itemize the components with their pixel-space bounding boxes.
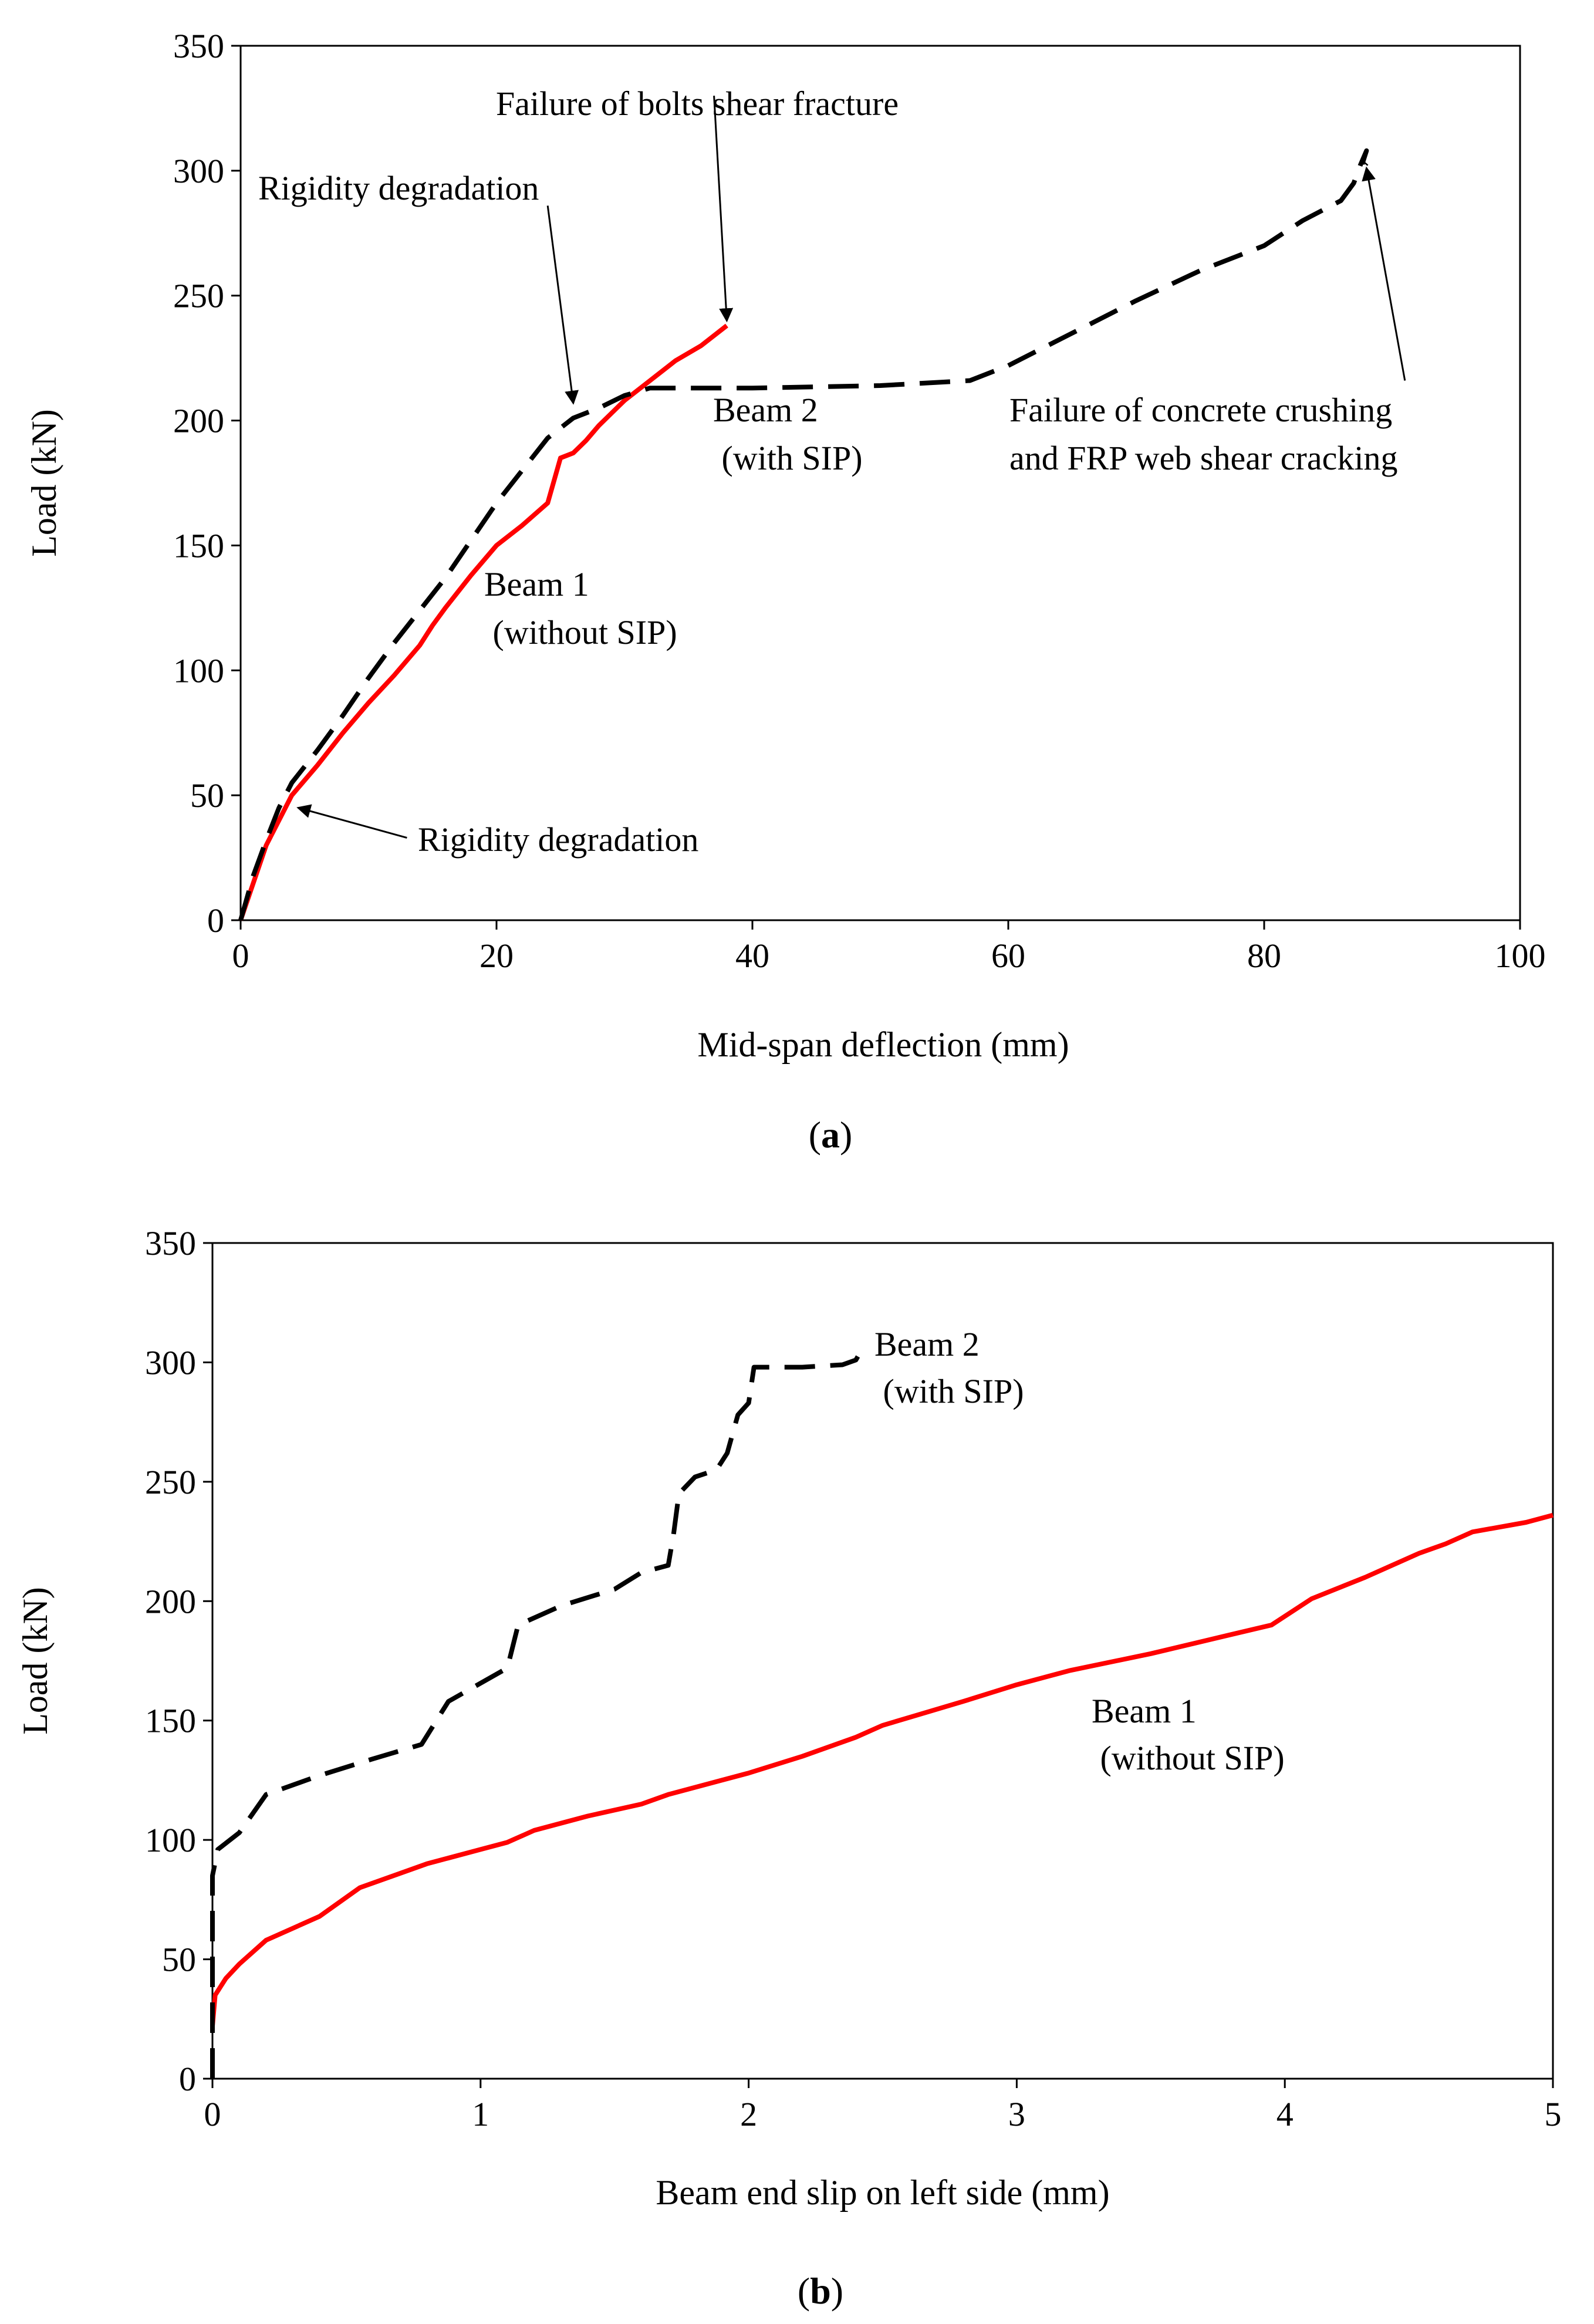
series-label: (with SIP) xyxy=(874,1372,1024,1410)
series-label: (without SIP) xyxy=(1092,1739,1285,1777)
chart-b-label-beam2: Beam 2 (with SIP) xyxy=(874,1325,1024,1410)
chart-b-y-tick-label: 150 xyxy=(145,1702,196,1740)
chart-a-annotation-rigidity-upper: Rigidity degradation xyxy=(258,169,579,405)
chart-a-annotation-rigidity-lower: Rigidity degradation xyxy=(296,804,698,859)
annotation-text: and FRP web shear cracking xyxy=(1009,439,1397,477)
chart-b-x-axis: 0 1 2 3 4 5 xyxy=(204,2079,1562,2133)
chart-a-annotation-bolts: Failure of bolts shear fracture xyxy=(496,85,899,323)
panel-b-caption: (b) xyxy=(798,2270,843,2312)
chart-a-y-tick-label: 0 xyxy=(207,901,224,940)
chart-a-x-tick-label: 60 xyxy=(991,937,1025,975)
chart-b-x-tick-label: 5 xyxy=(1545,2095,1562,2133)
chart-a-y-tick-label: 150 xyxy=(173,526,224,565)
chart-a-label-beam1: Beam 1 (without SIP) xyxy=(484,565,677,651)
svg-text:(b): (b) xyxy=(798,2270,843,2312)
chart-b-y-tick-label: 100 xyxy=(145,1821,196,1859)
chart-a-x-tick-label: 40 xyxy=(735,937,769,975)
series-label: (without SIP) xyxy=(484,613,677,651)
chart-a-series-beam1-line xyxy=(238,323,728,921)
panel-a-letter: a xyxy=(821,1114,840,1156)
annotation-text: Rigidity degradation xyxy=(258,169,539,207)
chart-b-series-beam1-line xyxy=(210,1512,1554,2026)
chart-a-annotation-concrete: Failure of concrete crushing and FRP web… xyxy=(1009,166,1406,477)
chart-b-y-tick-label: 350 xyxy=(145,1224,196,1262)
svg-text:(a): (a) xyxy=(809,1114,853,1156)
chart-a-y-tick-label: 50 xyxy=(190,776,224,815)
chart-b-x-tick-label: 3 xyxy=(1008,2095,1025,2133)
chart-b-x-tick-label: 0 xyxy=(204,2095,221,2133)
annotation-text: Failure of bolts shear fracture xyxy=(496,85,899,123)
series-label: Beam 1 xyxy=(1092,1692,1197,1730)
chart-b-y-tick-label: 50 xyxy=(162,1941,196,1979)
annotation-arrow xyxy=(546,205,579,405)
chart-a-series xyxy=(238,148,1369,921)
panel-b-letter: b xyxy=(810,2270,831,2312)
chart-b-y-tick-label: 200 xyxy=(145,1582,196,1620)
annotation-arrow xyxy=(713,96,734,323)
chart-a: 0 50 100 150 200 250 300 350 0 20 40 60 80 100 Mid-s… xyxy=(25,27,1546,1156)
chart-b-x-axis-label: Beam end slip on left side (mm) xyxy=(656,2173,1109,2212)
chart-b-y-axis-label: Load (kN) xyxy=(16,1587,55,1735)
chart-a-x-axis-label: Mid-span deflection (mm) xyxy=(697,1025,1069,1064)
chart-a-y-axis-label: Load (kN) xyxy=(25,409,63,557)
annotation-arrow xyxy=(1362,166,1406,381)
chart-a-x-tick-label: 0 xyxy=(232,937,249,975)
chart-b-plot-area xyxy=(211,1242,1554,2080)
annotation-arrow xyxy=(296,804,407,839)
chart-a-plot-area xyxy=(239,45,1521,921)
chart-a-y-tick-label: 300 xyxy=(173,152,224,190)
annotation-text: Failure of concrete crushing xyxy=(1009,391,1392,429)
chart-b-label-beam1: Beam 1 (without SIP) xyxy=(1092,1692,1285,1777)
chart-b-y-axis: 0 50 100 150 200 250 300 350 xyxy=(145,1224,212,2098)
chart-a-y-tick-label: 350 xyxy=(173,27,224,65)
chart-a-x-tick-label: 80 xyxy=(1247,937,1281,975)
chart-a-y-tick-label: 250 xyxy=(173,277,224,315)
chart-b-x-tick-label: 1 xyxy=(472,2095,489,2133)
chart-a-y-axis: 0 50 100 150 200 250 300 350 xyxy=(173,27,241,940)
chart-b-x-tick-label: 4 xyxy=(1276,2095,1294,2133)
chart-a-series-beam2-line xyxy=(238,148,1369,921)
chart-b-series xyxy=(210,1349,1554,2079)
chart-a-y-tick-label: 100 xyxy=(173,651,224,690)
series-label: Beam 2 xyxy=(874,1325,980,1363)
panel-a-caption: (a) xyxy=(809,1114,853,1156)
annotation-text: Rigidity degradation xyxy=(418,820,698,859)
chart-a-x-tick-label: 20 xyxy=(479,937,514,975)
series-label: Beam 2 xyxy=(713,391,818,429)
chart-b-y-tick-label: 250 xyxy=(145,1463,196,1501)
series-label: Beam 1 xyxy=(484,565,589,603)
chart-b-series-beam2-line xyxy=(210,1349,863,2079)
series-label: (with SIP) xyxy=(713,439,863,477)
chart-b-y-tick-label: 300 xyxy=(145,1343,196,1381)
chart-a-label-beam2: Beam 2 (with SIP) xyxy=(713,391,863,477)
chart-a-x-axis: 0 20 40 60 80 100 xyxy=(232,920,1546,975)
chart-a-y-tick-label: 200 xyxy=(173,402,224,440)
chart-b-x-tick-label: 2 xyxy=(740,2095,757,2133)
chart-a-x-tick-label: 100 xyxy=(1495,937,1546,975)
chart-b-y-tick-label: 0 xyxy=(179,2060,196,2098)
chart-b: 0 50 100 150 200 250 300 350 0 1 2 3 4 5 Beam end sl… xyxy=(16,1224,1562,2312)
